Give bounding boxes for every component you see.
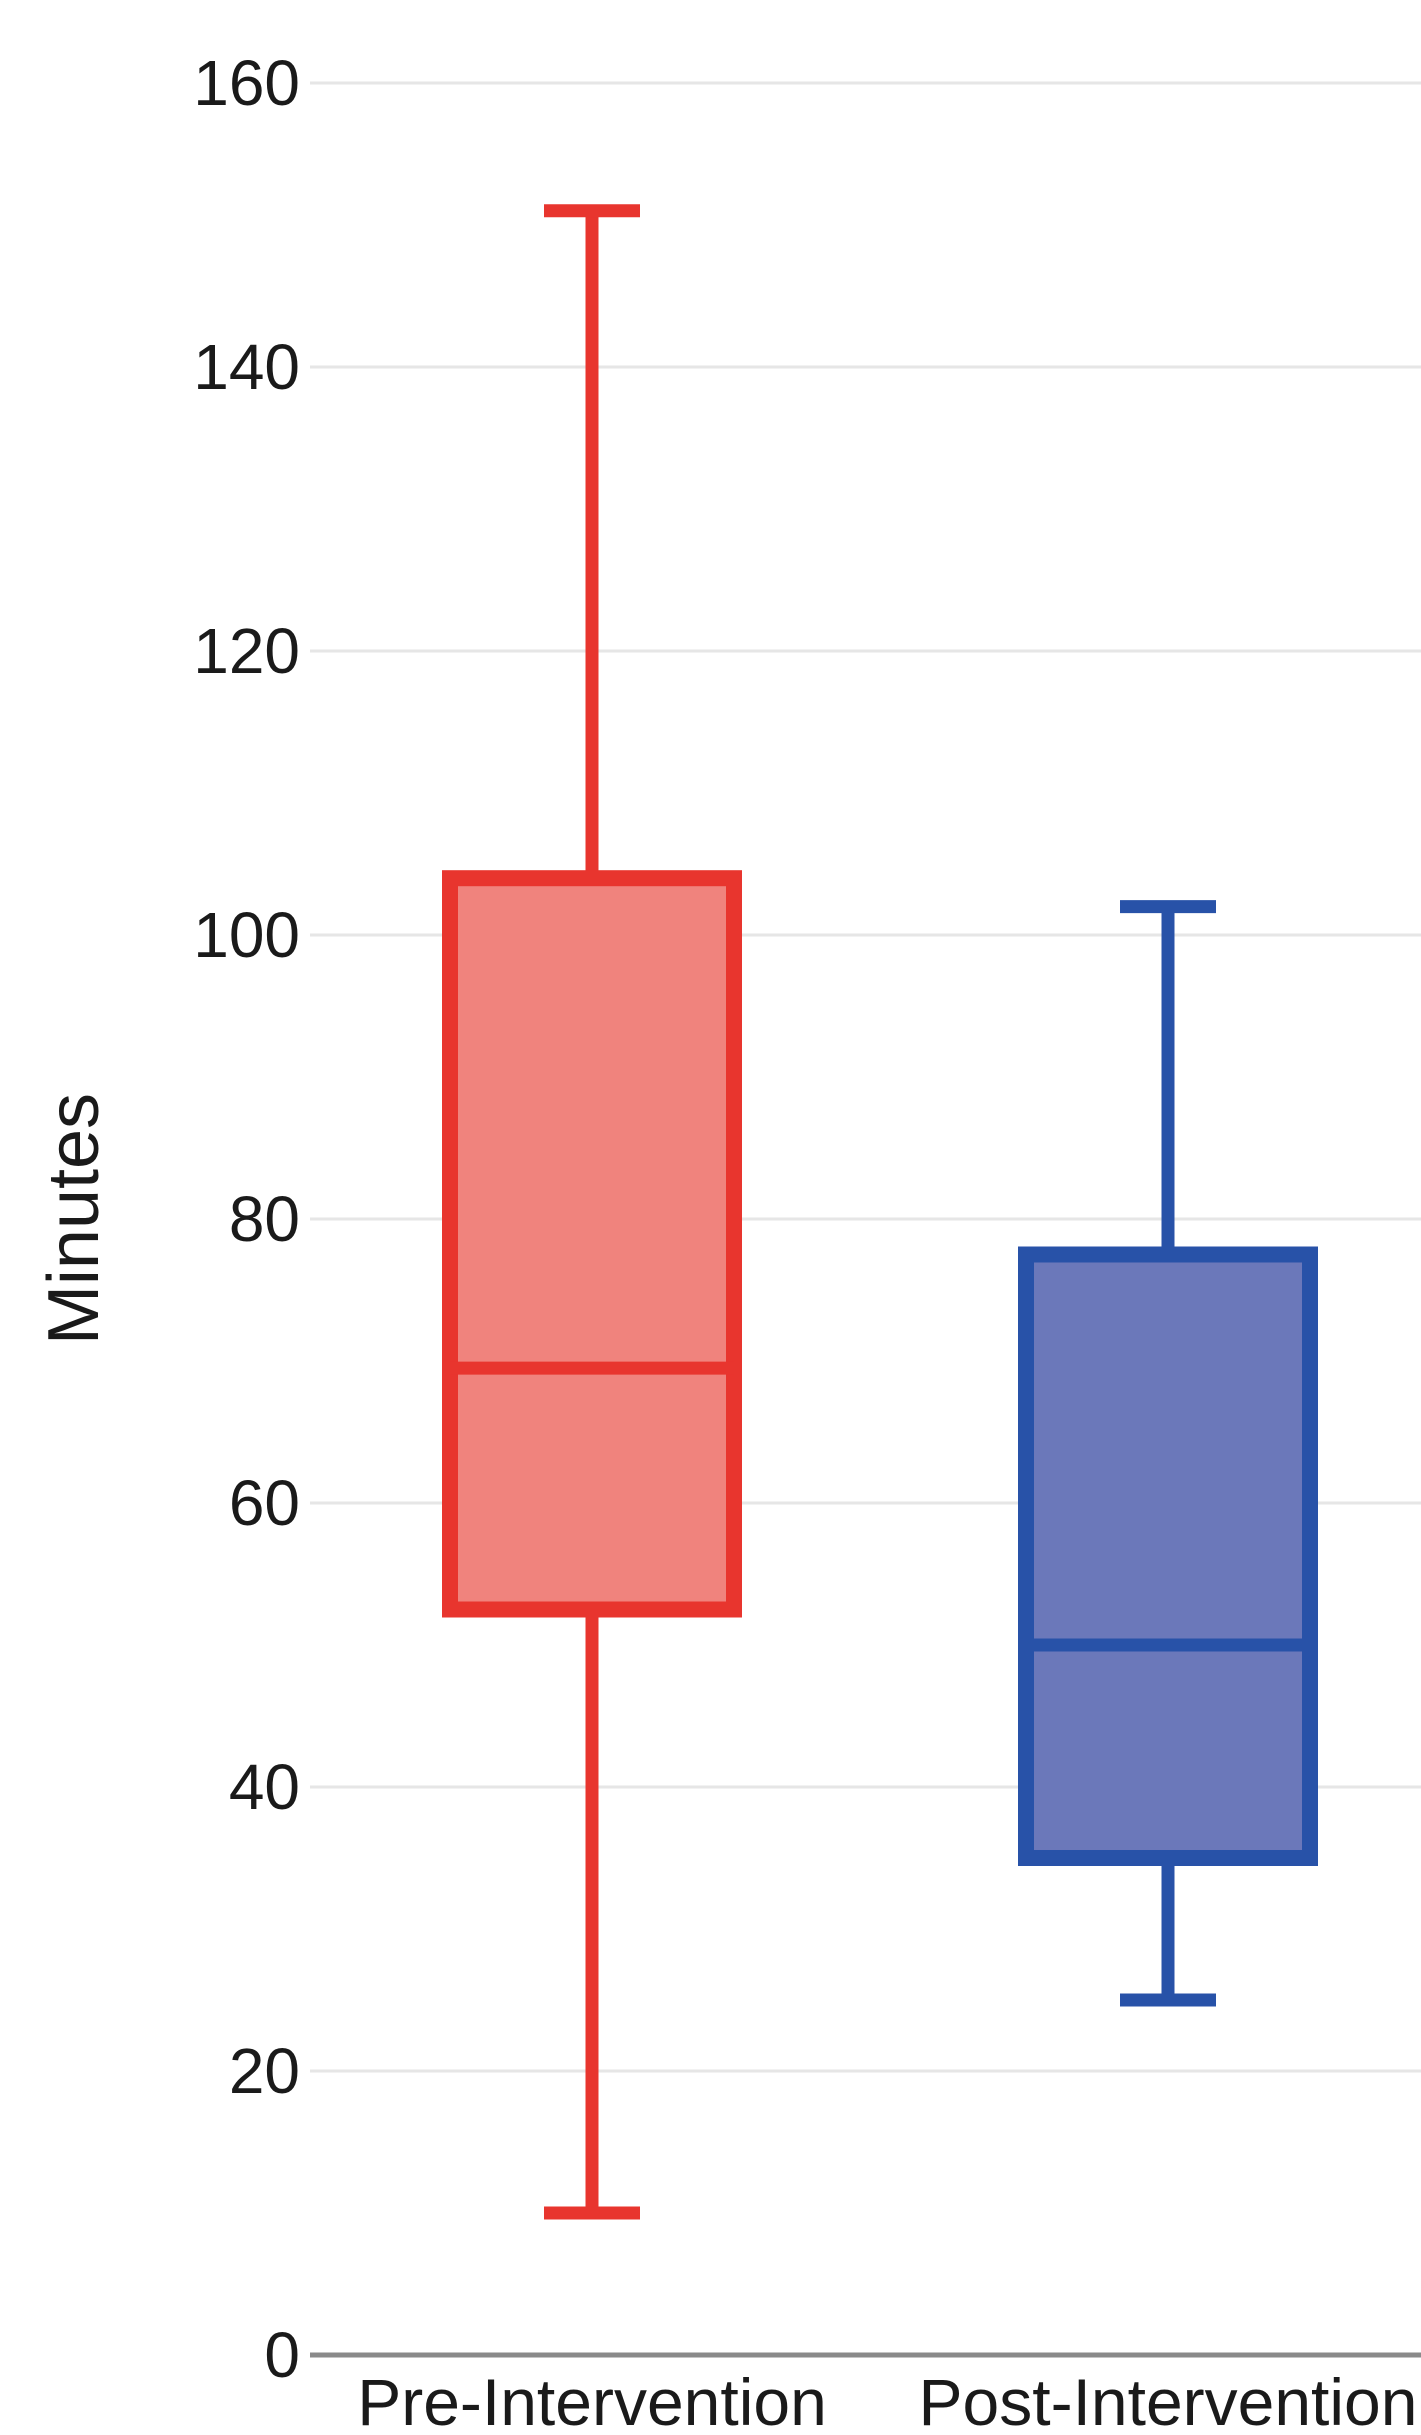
x-category-label: Post-Intervention bbox=[919, 2365, 1418, 2435]
y-tick-label: 100 bbox=[193, 899, 300, 971]
y-tick-label: 0 bbox=[264, 2319, 300, 2391]
y-tick-label: 60 bbox=[229, 1467, 300, 1539]
category-labels: Pre-Intervention Post-Intervention bbox=[357, 2365, 1417, 2435]
box-pre-intervention bbox=[442, 204, 742, 2220]
y-tick-label: 40 bbox=[229, 1751, 300, 1823]
y-tick-label: 20 bbox=[229, 2035, 300, 2107]
boxes bbox=[442, 204, 1318, 2220]
y-tick-label: 140 bbox=[193, 331, 300, 403]
y-tick-label: 80 bbox=[229, 1183, 300, 1255]
y-axis-title: Minutes bbox=[34, 1093, 114, 1345]
y-tick-label: 120 bbox=[193, 615, 300, 687]
iqr-box bbox=[1018, 1246, 1318, 1866]
x-category-label: Pre-Intervention bbox=[357, 2365, 827, 2435]
y-axis-ticks: 0 20 40 60 80 100 120 140 160 bbox=[193, 47, 300, 2391]
iqr-box bbox=[442, 870, 742, 1618]
y-tick-label: 160 bbox=[193, 47, 300, 119]
box-post-intervention bbox=[1018, 900, 1318, 2007]
